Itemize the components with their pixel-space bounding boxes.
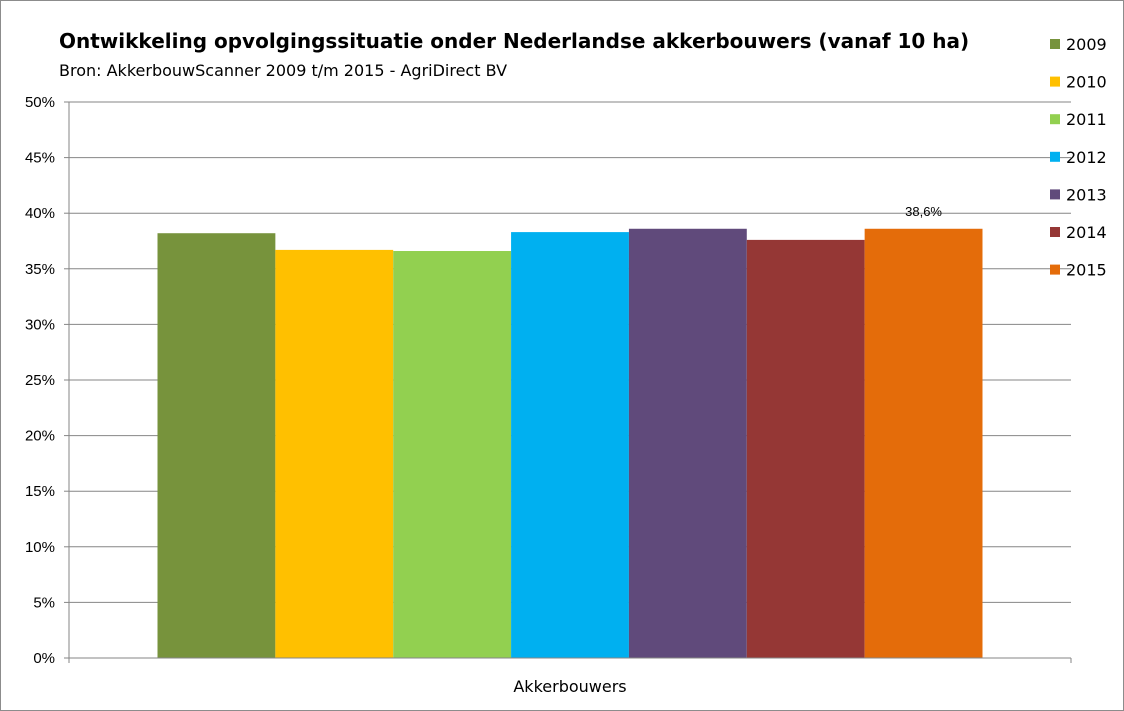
- y-tick-label: 0%: [33, 650, 55, 667]
- legend-label-2012: 2012: [1066, 148, 1107, 167]
- chart-subtitle: Bron: AkkerbouwScanner 2009 t/m 2015 - A…: [59, 61, 507, 80]
- y-tick-label: 5%: [33, 594, 55, 611]
- legend-label-2011: 2011: [1066, 110, 1107, 129]
- legend-label-2015: 2015: [1066, 261, 1107, 280]
- legend-swatch-2011: [1050, 114, 1060, 125]
- legend-label-2009: 2009: [1066, 35, 1107, 54]
- legend-label-2013: 2013: [1066, 185, 1107, 204]
- bar-2012: [511, 232, 629, 658]
- legend-label-2014: 2014: [1066, 223, 1107, 242]
- bar-2011: [393, 251, 512, 658]
- legend-swatch-2014: [1050, 227, 1060, 237]
- y-axis-ticks: 0% 5% 10% 15% 20% 25% 30% 35% 40% 45% 50%: [25, 94, 69, 667]
- bar-2010: [275, 249, 394, 658]
- legend: 2009 2010 2011 2012 2013 2014 2015: [1050, 35, 1107, 280]
- legend-swatch-2013: [1050, 189, 1060, 200]
- data-label-2015: 38,6%: [905, 204, 942, 219]
- bar-2013: [628, 228, 747, 658]
- bar-2014: [746, 239, 865, 658]
- bar-2009: [157, 233, 276, 658]
- bar-2015: [864, 228, 983, 658]
- y-tick-label: 35%: [25, 261, 55, 278]
- axes: [64, 102, 1072, 663]
- y-tick-label: 20%: [25, 428, 55, 445]
- y-tick-label: 15%: [25, 483, 55, 500]
- y-tick-label: 50%: [25, 94, 55, 111]
- y-tick-label: 40%: [25, 205, 55, 222]
- legend-swatch-2015: [1050, 264, 1060, 275]
- x-category-label: Akkerbouwers: [513, 677, 626, 696]
- y-tick-label: 30%: [25, 316, 55, 333]
- legend-swatch-2009: [1050, 39, 1060, 49]
- legend-label-2010: 2010: [1066, 73, 1107, 92]
- y-tick-label: 25%: [25, 372, 55, 389]
- y-tick-label: 10%: [25, 539, 55, 556]
- bar-series: [157, 228, 983, 658]
- legend-swatch-2012: [1050, 151, 1060, 162]
- y-tick-label: 45%: [25, 150, 55, 167]
- chart-title: Ontwikkeling opvolgingssituatie onder Ne…: [59, 29, 969, 53]
- legend-swatch-2010: [1050, 76, 1060, 87]
- data-labels: 38,6%: [905, 204, 942, 219]
